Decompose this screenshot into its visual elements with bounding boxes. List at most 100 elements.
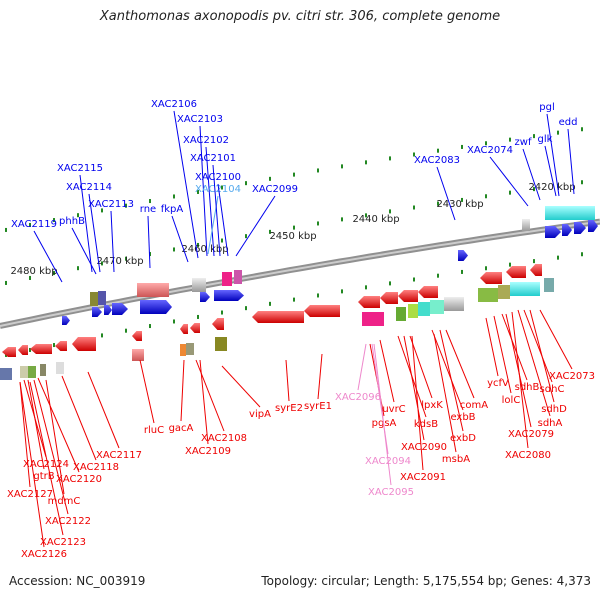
scale-tick xyxy=(269,229,271,234)
scale-tick xyxy=(101,208,103,213)
reverse-gene-arrow xyxy=(212,318,224,330)
feature-block xyxy=(40,364,46,376)
forward-label-leader xyxy=(522,148,541,201)
forward-label-leader xyxy=(79,174,93,273)
scale-tick xyxy=(125,203,127,208)
forward-gene-label: XAC2119 xyxy=(11,219,57,230)
scale-tick xyxy=(485,141,487,146)
forward-label-leader xyxy=(71,227,97,275)
reverse-gene-label: XAC2126 xyxy=(21,549,67,560)
scale-tick xyxy=(437,148,439,153)
scale-tick xyxy=(173,247,175,252)
reverse-gene-label: gtrB xyxy=(33,471,54,482)
scale-tick xyxy=(245,234,247,239)
reverse-gene-arrow xyxy=(18,345,28,355)
forward-gene-label: XAC2074 xyxy=(467,145,513,156)
reverse-gene-arrow xyxy=(380,292,398,304)
forward-label-leader xyxy=(33,230,63,283)
reverse-label-leader xyxy=(37,377,80,473)
forward-label-leader xyxy=(546,113,560,197)
forward-label-leader xyxy=(212,164,221,257)
reverse-label-leader xyxy=(511,311,529,449)
feature-block xyxy=(522,219,530,231)
reverse-gene-label: sdhB xyxy=(515,382,540,393)
scale-label: 2440 kbp xyxy=(352,214,399,225)
reverse-label-leader xyxy=(517,309,551,417)
scale-tick xyxy=(365,213,367,218)
scale-tick xyxy=(533,134,535,139)
scale-tick xyxy=(125,256,127,261)
reverse-gene-label: ycfV xyxy=(487,378,509,389)
reverse-gene-label: XAC2122 xyxy=(45,516,91,527)
feature-block xyxy=(56,362,64,374)
forward-label-leader xyxy=(567,128,575,195)
reverse-label-leader xyxy=(485,317,499,377)
reverse-gene-label: XAC2095 xyxy=(368,487,414,498)
scale-tick xyxy=(197,242,199,247)
scale-tick xyxy=(581,180,583,185)
scale-tick xyxy=(149,324,151,329)
reverse-gene-arrow xyxy=(398,290,418,302)
reverse-gene-label: XAC2079 xyxy=(508,429,554,440)
reverse-label-leader xyxy=(33,379,69,515)
scale-tick xyxy=(221,310,223,315)
scale-tick xyxy=(509,190,511,195)
reverse-label-leader xyxy=(445,329,475,399)
scale-tick xyxy=(173,194,175,199)
reverse-gene-label: exbD xyxy=(450,433,476,444)
feature-block xyxy=(498,285,510,299)
scale-tick xyxy=(293,225,295,230)
scale-tick xyxy=(53,271,55,276)
scale-tick xyxy=(197,314,199,319)
scale-tick xyxy=(581,252,583,257)
forward-gene-label: XAC2114 xyxy=(66,182,112,193)
forward-label-leader xyxy=(173,110,199,259)
reverse-label-leader xyxy=(19,381,31,488)
scale-tick xyxy=(197,189,199,194)
scale-tick xyxy=(413,277,415,282)
feature-block xyxy=(234,270,242,284)
reverse-gene-arrow xyxy=(72,337,96,351)
reverse-label-leader xyxy=(523,309,553,383)
reverse-gene-label: msbA xyxy=(442,454,470,465)
reverse-gene-label: kdsB xyxy=(414,419,438,430)
feature-block xyxy=(430,300,444,314)
feature-block xyxy=(544,278,554,292)
reverse-gene-arrow xyxy=(530,264,542,276)
scale-tick xyxy=(53,343,55,348)
scale-tick xyxy=(269,301,271,306)
scale-tick xyxy=(5,280,7,285)
reverse-gene-arrow xyxy=(2,347,16,357)
forward-gene-arrow xyxy=(140,300,172,314)
reverse-gene-label: XAC2109 xyxy=(185,446,231,457)
reverse-gene-label: lolC xyxy=(502,395,521,406)
scale-tick xyxy=(317,168,319,173)
scale-tick xyxy=(53,218,55,223)
feature-block xyxy=(510,282,540,296)
reverse-gene-label: mdmC xyxy=(48,496,81,507)
reverse-gene-label: sdhA xyxy=(538,418,563,429)
scale-label: 2430 kbp xyxy=(436,199,483,210)
forward-gene-label: phhB xyxy=(59,216,85,227)
reverse-label-leader xyxy=(493,315,512,394)
feature-block xyxy=(98,291,106,305)
reverse-label-leader xyxy=(180,359,185,422)
forward-gene-label: XAC2113 xyxy=(88,199,134,210)
reverse-gene-label: XAC2127 xyxy=(7,489,53,500)
feature-block xyxy=(444,297,464,311)
scale-tick xyxy=(101,333,103,338)
reverse-gene-arrow xyxy=(358,296,380,308)
scale-tick xyxy=(413,152,415,157)
feature-block xyxy=(408,304,418,318)
forward-label-leader xyxy=(205,146,215,257)
scale-tick xyxy=(5,227,7,232)
scale-tick xyxy=(437,201,439,206)
reverse-gene-arrow xyxy=(480,272,502,284)
reverse-label-leader xyxy=(19,381,45,548)
forward-gene-label: XAC2083 xyxy=(414,155,460,166)
reverse-label-leader xyxy=(357,343,367,391)
forward-gene-label: XAC2100 xyxy=(195,172,241,183)
feature-block xyxy=(478,288,498,302)
reverse-gene-label: XAC2120 xyxy=(56,474,102,485)
